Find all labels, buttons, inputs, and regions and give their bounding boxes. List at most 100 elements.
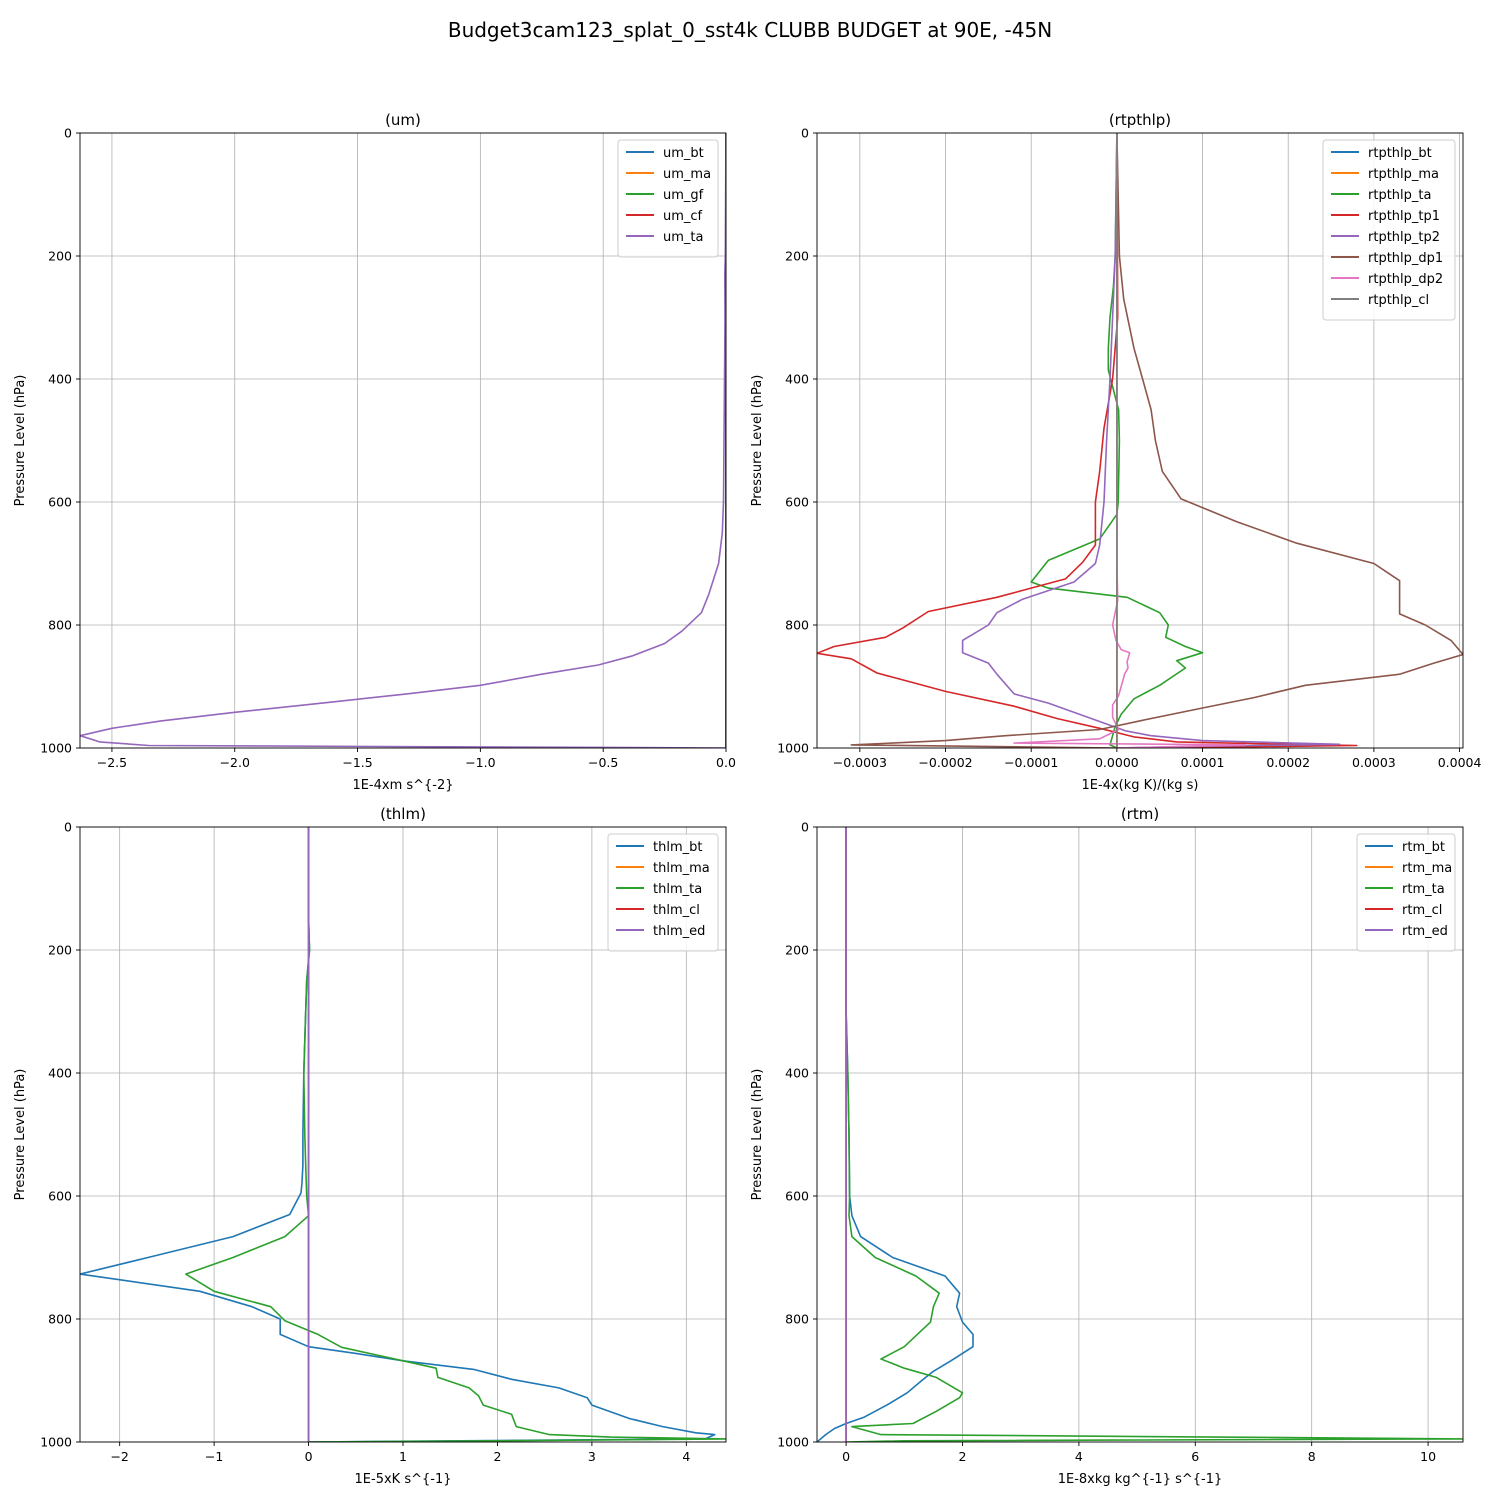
y-tick-label: 200 <box>48 943 72 958</box>
panel-title: (thlm) <box>380 805 426 823</box>
series-line-thlm_ta <box>185 827 726 1442</box>
panel-rtpthlp: −0.0003 −0.0002 −0.0001 0.0000 0.0001 0.0002 0… <box>750 111 1481 793</box>
x-tick-label: 4 <box>1075 1449 1083 1464</box>
y-tick-label: 0 <box>64 820 72 835</box>
x-tick-label: −2.0 <box>220 755 250 770</box>
series-group <box>817 827 1463 1442</box>
x-tick-label: −0.0001 <box>1004 755 1058 770</box>
x-tick-label: 0 <box>842 1449 850 1464</box>
x-tick-label: 8 <box>1308 1449 1316 1464</box>
y-tick-label: 1000 <box>40 741 72 756</box>
panel-thlm: −2 −1 0 1 2 3 4 0 200 400 600 800 1000 (thlm) 1E-5xK s… <box>13 805 727 1487</box>
legend-label: thlm_ta <box>653 882 702 897</box>
y-tick-label: 200 <box>785 943 809 958</box>
x-axis-label: 1E-8xkg kg^{-1} s^{-1} <box>1058 1472 1223 1487</box>
y-tick-label: 400 <box>785 372 809 387</box>
y-axis-label: Pressure Level (hPa) <box>750 375 765 507</box>
series-line-rtpthlp_ta <box>1030 133 1204 748</box>
x-tick-label: 3 <box>588 1449 596 1464</box>
legend-label: rtm_ta <box>1402 882 1445 897</box>
x-tick-label: 0.0004 <box>1438 755 1482 770</box>
series-line-rtpthlp_tp2 <box>961 133 1341 748</box>
y-tick-label: 400 <box>48 372 72 387</box>
x-tick-label: 0.0003 <box>1352 755 1396 770</box>
x-axis-label: 1E-4x(kg K)/(kg s) <box>1082 778 1199 793</box>
legend-box <box>607 833 719 952</box>
legend-label: thlm_ma <box>653 861 710 876</box>
x-tick-label: 10 <box>1420 1449 1436 1464</box>
legend-label: rtpthlp_cl <box>1368 293 1429 308</box>
series-line-um_ta <box>80 133 726 748</box>
legend: rtm_bt rtm_ma rtm_ta rtm_cl rtm_ed <box>1356 833 1456 952</box>
y-tick-label: 0 <box>64 126 72 141</box>
axes-frame <box>79 132 727 749</box>
x-tick-label: 0.0001 <box>1181 755 1225 770</box>
x-tick-label: −0.0002 <box>918 755 972 770</box>
x-tick-label: 0.0000 <box>1095 755 1139 770</box>
legend-label: thlm_ed <box>653 924 705 939</box>
y-axis-label: Pressure Level (hPa) <box>750 1069 765 1201</box>
legend-label: rtpthlp_tp2 <box>1368 230 1440 245</box>
legend-label: um_gf <box>663 188 704 203</box>
y-tick-label: 0 <box>801 820 809 835</box>
y-tick-label: 600 <box>785 495 809 510</box>
legend-label: um_cf <box>663 209 703 224</box>
legend-box <box>617 139 719 258</box>
legend-label: rtpthlp_dp2 <box>1368 272 1443 287</box>
legend-label: rtpthlp_ma <box>1368 167 1439 182</box>
x-tick-label: −1.5 <box>342 755 372 770</box>
y-tick-label: 1000 <box>777 1435 809 1450</box>
x-tick-label: −0.5 <box>588 755 618 770</box>
series-line-rtpthlp_tp1 <box>817 133 1358 748</box>
x-tick-label: −0.0003 <box>833 755 887 770</box>
x-tick-label: 2 <box>959 1449 967 1464</box>
legend-label: rtpthlp_dp1 <box>1368 251 1443 266</box>
legend: um_bt um_ma um_gf um_cf um_ta <box>617 139 719 258</box>
panel-title: (rtm) <box>1121 805 1159 823</box>
x-axis-label: 1E-5xK s^{-1} <box>355 1472 452 1487</box>
y-tick-label: 1000 <box>777 741 809 756</box>
y-axis-label: Pressure Level (hPa) <box>13 1069 28 1201</box>
y-axis-label: Pressure Level (hPa) <box>13 375 28 507</box>
y-tick-label: 200 <box>785 249 809 264</box>
y-tick-label: 600 <box>785 1189 809 1204</box>
series-line-rtm_ta <box>845 827 1463 1442</box>
series-group <box>80 827 726 1442</box>
y-tick-label: 600 <box>48 1189 72 1204</box>
legend-label: um_bt <box>663 146 704 161</box>
legend-label: thlm_bt <box>653 840 702 855</box>
legend-label: rtpthlp_tp1 <box>1368 209 1440 224</box>
y-tick-label: 800 <box>48 1312 72 1327</box>
y-tick-label: 800 <box>785 618 809 633</box>
x-tick-label: 6 <box>1191 1449 1199 1464</box>
axes-frame <box>816 132 1464 749</box>
x-tick-label: 0 <box>305 1449 313 1464</box>
legend-box <box>1356 833 1456 952</box>
legend: rtpthlp_bt rtpthlp_ma rtpthlp_ta rtpthlp_tp… <box>1322 139 1456 321</box>
x-tick-label: −2.5 <box>97 755 127 770</box>
x-tick-label: −2 <box>110 1449 128 1464</box>
panel-rtm: 0 2 4 6 8 10 0 200 400 600 800 1000 (rtm) 1E-8xkg kg^… <box>750 805 1464 1487</box>
x-tick-label: 1 <box>399 1449 407 1464</box>
legend: thlm_bt thlm_ma thlm_ta thlm_cl thlm_ed <box>607 833 719 952</box>
panel-title: (rtpthlp) <box>1109 111 1171 129</box>
y-tick-label: 0 <box>801 126 809 141</box>
x-tick-label: −1.0 <box>465 755 495 770</box>
x-tick-label: −1 <box>205 1449 223 1464</box>
y-tick-label: 800 <box>48 618 72 633</box>
axes-frame <box>816 826 1464 1443</box>
y-tick-label: 600 <box>48 495 72 510</box>
series-group <box>80 133 726 748</box>
series-group <box>817 133 1463 748</box>
legend-label: rtpthlp_ta <box>1368 188 1431 203</box>
legend-label: um_ma <box>663 167 711 182</box>
x-tick-label: 0.0002 <box>1266 755 1310 770</box>
figure-title: Budget3cam123_splat_0_sst4k CLUBB BUDGET… <box>448 18 1052 42</box>
y-tick-label: 400 <box>785 1066 809 1081</box>
x-tick-label: 2 <box>493 1449 501 1464</box>
panel-um: −2.5 −2.0 −1.5 −1.0 −0.5 0.0 0 200 400 600 800 1000… <box>13 111 736 793</box>
x-tick-label: 0.0 <box>716 755 736 770</box>
legend-label: rtm_cl <box>1402 903 1442 918</box>
